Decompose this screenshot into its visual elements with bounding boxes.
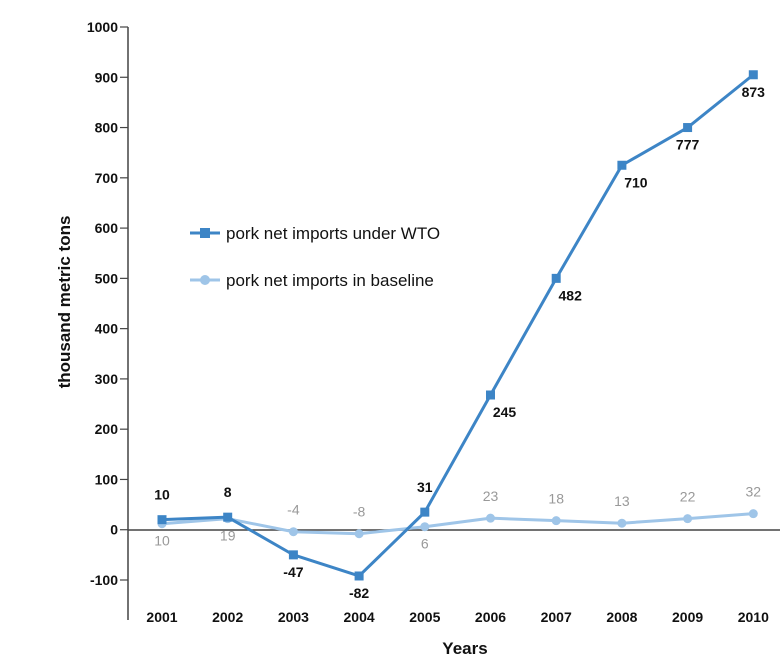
x-tick-label: 2006 <box>475 609 506 625</box>
x-tick-label: 2010 <box>738 609 769 625</box>
y-tick-label: 900 <box>95 69 119 85</box>
data-label: 22 <box>680 489 696 505</box>
y-tick-label: 500 <box>95 270 119 286</box>
legend-label-baseline: pork net imports in baseline <box>226 271 434 290</box>
y-tick-label: 400 <box>95 321 119 337</box>
data-label: 8 <box>224 484 232 500</box>
data-label: 245 <box>493 404 517 420</box>
y-tick-label: 700 <box>95 170 119 186</box>
data-label: 13 <box>614 493 630 509</box>
x-axis-title: Years <box>442 639 487 658</box>
y-tick-label: 1000 <box>87 19 118 35</box>
data-point <box>486 513 495 523</box>
x-tick-label: 2004 <box>344 609 375 625</box>
legend-item-wto: pork net imports under WTO <box>190 224 440 243</box>
y-tick-label: 100 <box>95 471 119 487</box>
data-point <box>683 123 693 133</box>
data-label: 23 <box>483 488 499 504</box>
data-label: 19 <box>220 528 236 544</box>
data-label: 777 <box>676 137 700 153</box>
y-tick-label: 300 <box>95 371 119 387</box>
x-tick-label: 2002 <box>212 609 243 625</box>
x-tick-label: 2001 <box>146 609 177 625</box>
data-point <box>617 160 627 170</box>
data-label: -8 <box>353 504 366 520</box>
data-labels: 10 8 -47 -82 31 245 482 710 777 873 10 19 -4 -8 6 23 18 1… <box>154 84 765 601</box>
data-label: -4 <box>287 502 300 518</box>
y-tick-label: 600 <box>95 220 119 236</box>
data-point <box>748 70 758 80</box>
y-tick-label: 0 <box>110 522 118 538</box>
data-point <box>223 512 233 522</box>
data-label: 10 <box>154 487 170 503</box>
x-tick-label: 2008 <box>606 609 637 625</box>
legend-marker-baseline <box>200 275 210 285</box>
data-point <box>354 529 364 539</box>
y-tick-label: 800 <box>95 120 119 136</box>
data-point <box>748 509 758 519</box>
y-axis-title: thousand metric tons <box>55 216 74 389</box>
data-label: 710 <box>624 174 648 190</box>
data-point <box>288 527 298 537</box>
series-line <box>161 73 755 578</box>
data-label: 10 <box>154 533 170 549</box>
x-tick-label: 2009 <box>672 609 703 625</box>
x-tick-label: 2005 <box>409 609 440 625</box>
data-label: 18 <box>548 491 564 507</box>
y-tick-label: -100 <box>90 572 118 588</box>
data-point <box>288 550 298 560</box>
data-label: -47 <box>283 564 303 580</box>
data-point <box>486 390 495 400</box>
x-tick-label: 2007 <box>541 609 572 625</box>
series-layer <box>157 70 758 581</box>
legend-item-baseline: pork net imports in baseline <box>190 271 434 290</box>
legend-marker-wto <box>200 228 210 238</box>
y-tick-label: 200 <box>95 421 119 437</box>
data-point <box>551 516 561 526</box>
legend-label-wto: pork net imports under WTO <box>226 224 440 243</box>
data-point <box>617 518 627 528</box>
legend: pork net imports under WTO pork net impo… <box>190 224 440 290</box>
axes <box>127 27 780 620</box>
x-tick-label: 2003 <box>278 609 309 625</box>
data-label: 482 <box>559 287 583 303</box>
data-point <box>420 522 430 532</box>
data-label: 32 <box>746 484 762 500</box>
data-label: 873 <box>742 84 766 100</box>
data-point <box>551 273 561 283</box>
x-ticks: 2001 2002 2003 2004 2005 2006 2007 2008 2009 2010 <box>146 609 769 625</box>
data-label: 6 <box>421 536 429 552</box>
data-point <box>354 571 364 581</box>
data-label: -82 <box>349 585 369 601</box>
data-point <box>420 507 430 517</box>
y-ticks: -100 0 100 200 300 400 500 600 700 800 900 1000 <box>87 19 128 588</box>
data-label: 31 <box>417 479 433 495</box>
data-point <box>683 514 693 524</box>
data-point <box>157 515 167 525</box>
series-line <box>161 512 754 536</box>
